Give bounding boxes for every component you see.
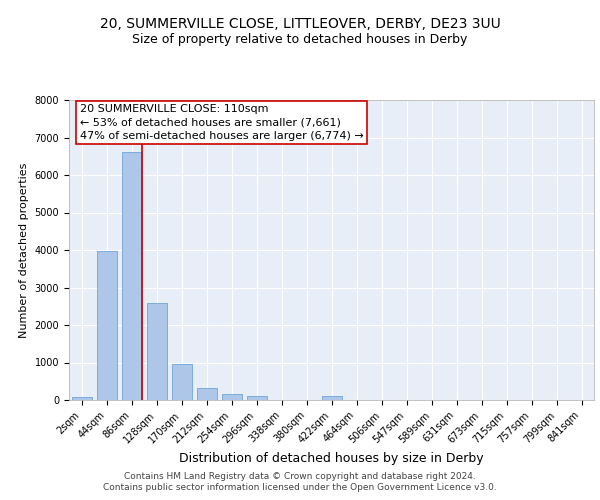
Bar — [121, 152, 142, 400]
Bar — [71, 397, 91, 400]
Bar — [247, 396, 266, 400]
Bar — [221, 394, 241, 400]
X-axis label: Distribution of detached houses by size in Derby: Distribution of detached houses by size … — [179, 452, 484, 464]
Bar — [322, 396, 341, 400]
Bar — [197, 388, 217, 400]
Text: Size of property relative to detached houses in Derby: Size of property relative to detached ho… — [133, 32, 467, 46]
Bar — [97, 251, 116, 400]
Y-axis label: Number of detached properties: Number of detached properties — [19, 162, 29, 338]
Bar — [172, 364, 191, 400]
Text: 20, SUMMERVILLE CLOSE, LITTLEOVER, DERBY, DE23 3UU: 20, SUMMERVILLE CLOSE, LITTLEOVER, DERBY… — [100, 18, 500, 32]
Text: 20 SUMMERVILLE CLOSE: 110sqm
← 53% of detached houses are smaller (7,661)
47% of: 20 SUMMERVILLE CLOSE: 110sqm ← 53% of de… — [79, 104, 363, 141]
Bar — [146, 302, 167, 400]
Text: Contains HM Land Registry data © Crown copyright and database right 2024.
Contai: Contains HM Land Registry data © Crown c… — [103, 472, 497, 492]
